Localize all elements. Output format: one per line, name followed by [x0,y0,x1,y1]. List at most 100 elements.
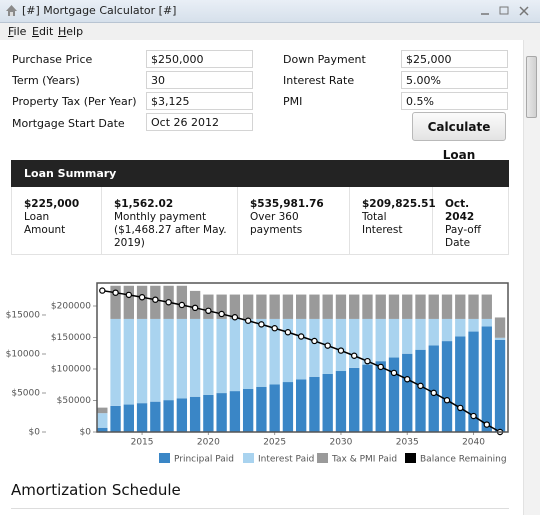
bar [216,393,227,432]
text-input[interactable]: Oct 26 2012 [146,113,253,131]
field-label: Mortgage Start Date [12,117,125,130]
window-controls [481,6,529,16]
bar [110,318,121,406]
text-input[interactable]: 0.5% [401,92,508,110]
bar [203,394,214,432]
bar [256,294,267,319]
bar [216,294,227,319]
bar [481,318,492,327]
balance-point [178,301,186,309]
balance-point [430,389,437,397]
balance-point [324,342,331,349]
summary-row: $225,000 Loan Amount $1,562.02 Monthly pay… [11,187,509,255]
y-tick-label: $10000 [6,349,41,359]
balance-point [218,310,225,318]
menu-bar: File Edit Help [0,23,540,40]
bar [97,427,108,432]
bar [242,388,254,432]
field-label: Term (Years) [12,74,80,87]
balance-point [244,317,252,324]
bar [282,382,294,432]
legend-swatch [159,453,170,463]
bar [494,317,506,338]
balance-point [165,299,172,306]
balance-point [284,329,292,336]
y2-tick-label: $200000 [51,301,91,311]
balance-point [470,412,477,420]
y2-tick-label: $50000 [57,396,92,406]
bar [256,386,267,432]
legend-label: Principal Paid [174,455,234,465]
bar [335,371,347,432]
balance-point [311,337,318,345]
bar [123,318,134,405]
bar [176,398,188,432]
bar [455,336,466,432]
balance-point [99,287,106,294]
field-label: PMI [283,95,303,108]
summary-value: Oct. 2042 [445,198,475,223]
bar [242,294,254,319]
bar [282,318,294,383]
balance-point [364,357,371,365]
bar [229,391,241,432]
bar [481,294,492,319]
field-label: Property Tax (Per Year) [12,95,137,108]
bar [229,318,241,392]
bar [189,396,201,432]
y-tick-label: $15000 [6,310,41,320]
bar [415,318,426,350]
summary-label: Total Interest [362,211,403,236]
bar [349,367,360,432]
bar [468,294,479,319]
bar [296,294,307,319]
balance-point [337,347,345,354]
menu-item[interactable]: Edit [32,25,54,38]
bar [136,318,148,404]
bar [269,294,280,319]
bar [388,294,400,319]
scrollbar[interactable] [523,40,540,515]
summary-cell: $209,825.51 Total Interest [350,187,436,254]
menu-item[interactable]: File [8,25,27,38]
maximize[interactable] [499,6,509,15]
menu-item[interactable]: Help [58,25,84,38]
bar [322,373,333,432]
balance-point [152,296,159,303]
close[interactable] [519,6,529,16]
balance-point [483,421,490,428]
text-input[interactable]: $25,000 [401,50,508,68]
balance-point [377,363,384,371]
balance-point [231,314,239,321]
bar [494,339,506,432]
balance-point [112,289,119,296]
legend-label: Tax & PMI Paid [331,455,397,465]
bar [402,353,413,432]
bar [269,318,280,385]
text-input[interactable]: 5.00% [401,71,508,89]
legend-swatch [317,453,328,463]
field-label: Interest Rate [283,74,355,87]
summary-label: Monthly payment ($1,468.27 after May. 20… [114,211,227,249]
legend-swatch [243,453,254,463]
bar [309,318,320,377]
bar [335,318,347,372]
text-input[interactable]: 30 [146,71,253,89]
summary-value: $225,000 [24,198,80,210]
scroll-thumb[interactable] [526,56,537,118]
text-input[interactable]: $250,000 [146,50,253,68]
bar [216,318,227,394]
bar [203,318,214,395]
bar [415,349,426,432]
bar [415,294,426,319]
text-input[interactable]: $3,125 [146,92,253,110]
bar [468,331,479,432]
x-tick-label: 2035 [396,438,419,448]
x-tick-label: 2040 [462,438,485,448]
bar [375,361,386,432]
bar [97,413,108,428]
calculate-button[interactable]: Calculate Loan [412,112,506,162]
bar [136,285,148,319]
balance-point [271,325,278,332]
summary-value: $535,981.76 [250,198,324,210]
